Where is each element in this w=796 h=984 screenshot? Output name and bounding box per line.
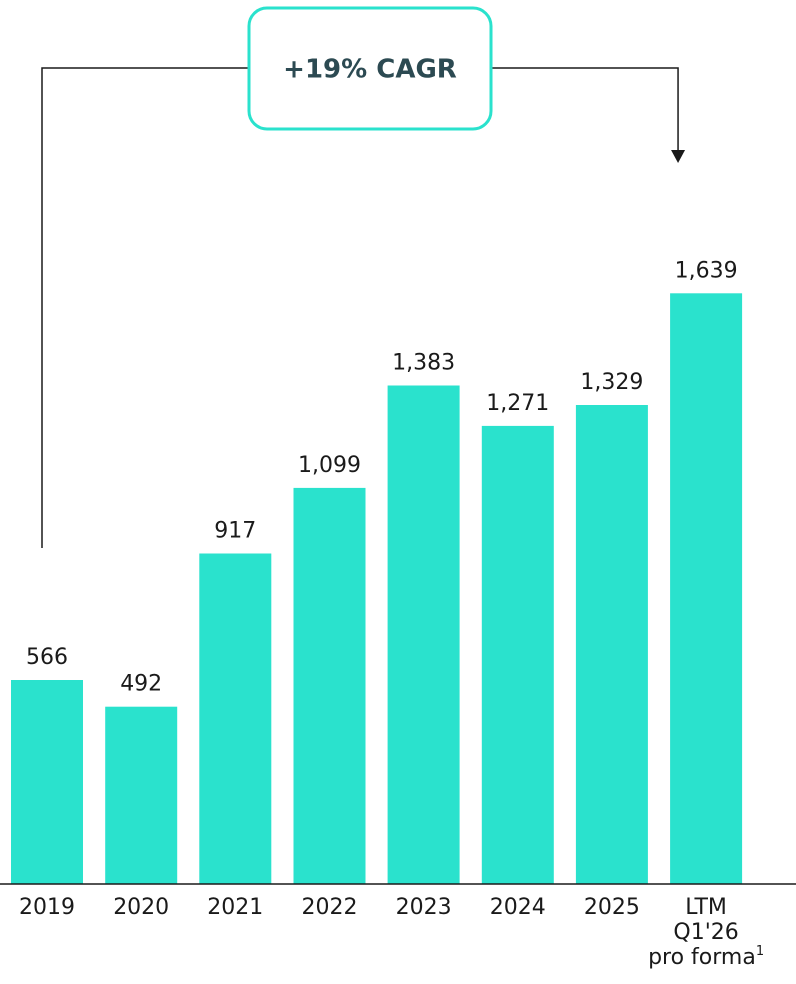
- category-label: 2023: [396, 895, 452, 920]
- value-label: 917: [214, 519, 256, 544]
- value-labels: 566 492 917 1,099 1,383 1,271 1,329 1,639: [26, 258, 738, 696]
- value-label: 1,639: [675, 258, 738, 283]
- category-label: LTM Q1'26 pro forma1: [648, 895, 764, 970]
- category-label: 2021: [207, 895, 263, 920]
- connector-line-right: [491, 67, 679, 151]
- category-labels: 2019 2020 2021 2022 2023 2024 2025 LTM Q1'26 pro …: [0, 883, 796, 970]
- bar-2023: [387, 385, 460, 884]
- value-label: 1,099: [298, 453, 361, 478]
- bar-2024: [481, 425, 554, 884]
- bar-2025: [575, 405, 648, 884]
- value-label: 1,271: [486, 391, 549, 416]
- value-label: 566: [26, 645, 68, 670]
- category-label: 2025: [584, 895, 640, 920]
- cagr-connector: [41, 67, 686, 548]
- cagr-annotation-box: [247, 6, 493, 131]
- category-label: 2022: [302, 895, 358, 920]
- bar-2020: [105, 706, 178, 884]
- bar-2022: [293, 487, 366, 884]
- bar-series: [11, 293, 743, 884]
- value-label: 1,329: [580, 370, 643, 395]
- value-label: 492: [120, 672, 162, 697]
- category-label: 2024: [490, 895, 546, 920]
- category-label: 2019: [19, 895, 75, 920]
- connector-line-left: [41, 67, 249, 548]
- value-label: 1,383: [392, 351, 455, 376]
- cagr-annotation: +19% CAGR: [247, 6, 493, 131]
- cagr-annotation-label: +19% CAGR: [283, 55, 457, 85]
- bar-2021: [199, 553, 272, 884]
- category-label: 2020: [113, 895, 169, 920]
- bar-2019: [11, 680, 83, 884]
- bar-ltm: [670, 293, 743, 884]
- arrow-down-icon: [671, 150, 686, 163]
